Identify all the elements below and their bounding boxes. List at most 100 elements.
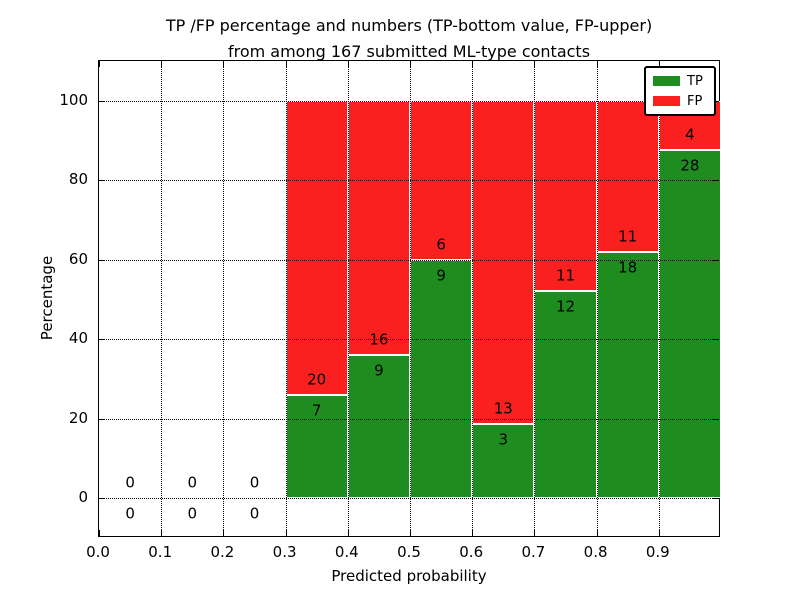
y-axis-tick bbox=[99, 498, 105, 500]
y-axis-tick bbox=[99, 100, 105, 102]
x-axis-tick bbox=[347, 530, 349, 536]
x-tick-label: 0.7 bbox=[521, 543, 546, 561]
x-axis-tick-top bbox=[99, 61, 100, 67]
y-axis-tick-right bbox=[713, 180, 719, 182]
bar-tp-count-label: 0 bbox=[125, 504, 135, 523]
y-axis-tick bbox=[99, 418, 105, 420]
x-axis-tick-top bbox=[596, 61, 598, 67]
bar-fp-count-label: 20 bbox=[307, 370, 327, 389]
bar-fp-count-label: 0 bbox=[125, 473, 135, 492]
y-axis-tick bbox=[99, 259, 105, 261]
legend: TP FP bbox=[644, 66, 716, 116]
y-axis-tick bbox=[99, 339, 105, 341]
horizontal-gridline bbox=[99, 180, 719, 182]
y-axis-tick-right bbox=[713, 259, 719, 261]
x-tick-label: 0.1 bbox=[148, 543, 173, 561]
bar-fp-count-label: 13 bbox=[493, 399, 513, 418]
x-axis-tick bbox=[472, 530, 474, 536]
y-axis-tick-right bbox=[713, 498, 719, 500]
x-axis-tick-top bbox=[534, 61, 536, 67]
x-axis-tick-top bbox=[658, 61, 660, 67]
vertical-gridline bbox=[596, 61, 598, 536]
x-axis-tick-top bbox=[285, 61, 287, 67]
y-axis-tick-right bbox=[713, 418, 719, 420]
horizontal-gridline bbox=[99, 100, 719, 102]
x-tick-label: 0.3 bbox=[272, 543, 297, 561]
bar-tp-count-label: 0 bbox=[187, 504, 198, 523]
bar-fp-count-label: 0 bbox=[249, 473, 260, 492]
chart-title-line1: TP /FP percentage and numbers (TP-bottom… bbox=[165, 16, 653, 35]
bar-fp-segment bbox=[534, 100, 597, 291]
x-axis-tick bbox=[410, 530, 411, 536]
bar-tp-count-label: 7 bbox=[311, 401, 322, 420]
legend-label-fp: FP bbox=[687, 93, 703, 109]
bar-tp-count-label: 28 bbox=[680, 156, 700, 175]
bar-tp-count-label: 18 bbox=[618, 258, 638, 277]
y-tick-label: 20 bbox=[68, 408, 88, 427]
x-axis-tick bbox=[596, 530, 598, 536]
x-axis-tick bbox=[99, 530, 100, 536]
x-tick-label: 0.4 bbox=[334, 543, 359, 561]
bar-tp-count-label: 9 bbox=[374, 361, 384, 380]
y-axis-tick-right bbox=[713, 100, 719, 102]
vertical-gridline bbox=[410, 61, 411, 536]
bar-fp-count-label: 16 bbox=[369, 330, 389, 349]
legend-row-fp: FP bbox=[653, 94, 707, 108]
x-tick-label: 0.5 bbox=[397, 543, 421, 561]
horizontal-gridline bbox=[99, 339, 719, 341]
x-tick-label: 0.9 bbox=[645, 543, 670, 561]
legend-swatch-fp bbox=[653, 96, 680, 106]
vertical-gridline bbox=[347, 61, 349, 536]
bar-tp-count-label: 9 bbox=[436, 266, 446, 285]
chart-title-line2: from among 167 submitted ML-type contact… bbox=[227, 42, 591, 61]
x-axis-tick bbox=[658, 530, 660, 536]
bar-tp-count-label: 3 bbox=[498, 430, 509, 449]
chart-title: TP /FP percentage and numbers (TP-bottom… bbox=[98, 13, 720, 65]
x-axis-tick-top bbox=[223, 61, 225, 67]
x-axis-tick-top bbox=[410, 61, 411, 67]
legend-row-tp: TP bbox=[653, 74, 707, 88]
bar-tp-segment bbox=[658, 150, 721, 499]
x-tick-label: 0.8 bbox=[583, 543, 608, 561]
x-axis-tick bbox=[223, 530, 225, 536]
vertical-gridline bbox=[285, 61, 287, 536]
bar-fp-count-label: 11 bbox=[555, 266, 576, 285]
legend-label-tp: TP bbox=[687, 73, 703, 89]
horizontal-gridline bbox=[99, 259, 719, 261]
x-tick-label: 0.2 bbox=[210, 543, 235, 561]
x-axis-tick bbox=[161, 530, 163, 536]
y-tick-label: 0 bbox=[78, 488, 88, 507]
y-axis-tick bbox=[99, 180, 105, 182]
vertical-gridline bbox=[472, 61, 474, 536]
x-axis-tick-top bbox=[347, 61, 349, 67]
vertical-gridline bbox=[161, 61, 163, 536]
y-axis-tick-right bbox=[713, 339, 719, 341]
x-axis-tick bbox=[534, 530, 536, 536]
x-axis-tick bbox=[285, 530, 287, 536]
bar-fp-count-label: 0 bbox=[187, 473, 198, 492]
bar-fp-count-label: 6 bbox=[436, 235, 446, 254]
bar-fp-segment bbox=[347, 100, 410, 356]
bar-tp-count-label: 0 bbox=[249, 504, 260, 523]
bar-fp-segment bbox=[285, 100, 348, 396]
x-tick-label: 0.0 bbox=[86, 543, 110, 561]
bar-tp-segment bbox=[534, 290, 597, 499]
bar-tp-segment bbox=[596, 251, 659, 499]
y-tick-label: 60 bbox=[68, 249, 88, 268]
bar-tp-segment bbox=[472, 423, 535, 499]
legend-swatch-tp bbox=[653, 76, 680, 86]
y-tick-label: 100 bbox=[59, 90, 88, 109]
x-axis-tick-top bbox=[161, 61, 163, 67]
x-tick-label: 0.6 bbox=[459, 543, 484, 561]
vertical-gridline bbox=[658, 61, 660, 536]
bar-fp-count-label: 4 bbox=[685, 125, 695, 144]
vertical-gridline bbox=[223, 61, 225, 536]
x-axis-tick-top bbox=[472, 61, 474, 67]
x-axis-label: Predicted probability bbox=[331, 567, 487, 585]
bar-tp-segment bbox=[285, 395, 348, 499]
horizontal-gridline bbox=[99, 418, 719, 420]
horizontal-gridline bbox=[99, 498, 719, 500]
bar-fp-count-label: 11 bbox=[618, 227, 638, 246]
vertical-gridline bbox=[534, 61, 536, 536]
